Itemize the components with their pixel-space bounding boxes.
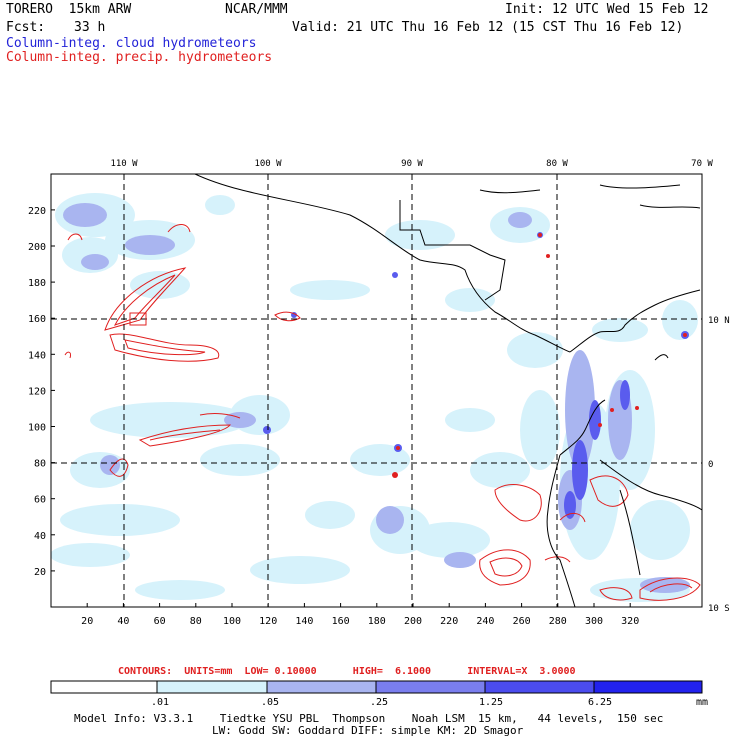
model-info-line1: Model Info: V3.3.1 Tiedtke YSU PBL Thomp… — [74, 712, 664, 725]
color-bar-level-label: 1.25 — [479, 697, 504, 708]
y-grid-label: 220 — [28, 206, 46, 217]
cloud-fill-dark — [263, 232, 689, 519]
x-grid-label: 100 — [223, 616, 241, 627]
forecast-hour: 33 h — [74, 20, 106, 35]
color-bar-segment — [156, 680, 268, 694]
x-grid-label: 120 — [259, 616, 277, 627]
location-marker — [129, 312, 147, 326]
y-grid-labels: 220 200 180 160 140 120 100 80 60 40 20 — [28, 206, 46, 578]
y-grid-label: 140 — [28, 350, 46, 361]
y-grid-label: 80 — [34, 459, 46, 470]
precip-contours — [64, 224, 701, 601]
lat-label: 10 S — [708, 604, 730, 614]
lon-label: 110 W — [110, 159, 138, 169]
org-label: NCAR/MMM — [225, 2, 288, 17]
x-grid-label: 280 — [549, 616, 567, 627]
lat-label: 0 — [708, 460, 713, 470]
init-time: Init: 12 UTC Wed 15 Feb 12 — [505, 2, 709, 17]
color-bar-units: mm — [696, 697, 709, 708]
x-grid-label: 40 — [117, 616, 129, 627]
color-bar-level-label: .25 — [370, 697, 389, 708]
latlon-grid — [51, 174, 702, 607]
y-grid-label: 40 — [34, 531, 46, 542]
lon-label: 100 W — [254, 159, 282, 169]
x-grid-label: 260 — [513, 616, 531, 627]
color-bar-level-label: 6.25 — [588, 697, 613, 708]
color-bar-level-label: .01 — [151, 697, 170, 708]
color-bar-segment — [266, 680, 377, 694]
color-bar-segment — [375, 680, 486, 694]
color-bar-segment — [50, 680, 158, 694]
model-info-line2: LW: Godd SW: Goddard DIFF: simple KM: 2D… — [212, 724, 524, 737]
x-grid-label: 140 — [295, 616, 313, 627]
color-bar — [50, 680, 703, 694]
y-grid-label: 200 — [28, 242, 46, 253]
x-grid-label: 60 — [154, 616, 166, 627]
x-grid-label: 160 — [332, 616, 350, 627]
x-grid-label: 240 — [476, 616, 494, 627]
coastlines — [194, 174, 702, 607]
y-grid-label: 160 — [28, 314, 46, 325]
x-grid-label: 220 — [440, 616, 458, 627]
field-cloud-label: Column-integ. cloud hydrometeors — [6, 36, 257, 51]
axis-ticks — [51, 209, 631, 607]
y-grid-label: 180 — [28, 278, 46, 289]
lat-labels: 10 N 0 10 S — [708, 316, 730, 614]
lon-label: 90 W — [401, 159, 423, 169]
x-grid-labels: 20 40 60 80 100 120 140 160 180 200 220 240 260 280 30… — [81, 616, 639, 627]
forecast-label: Fcst: — [6, 20, 46, 35]
field-precip-label: Column-integ. precip. hydrometeors — [6, 50, 273, 65]
model-title: TORERO 15km ARW — [6, 2, 132, 17]
x-grid-label: 20 — [81, 616, 93, 627]
x-grid-label: 320 — [621, 616, 639, 627]
color-bar-segment — [593, 680, 703, 694]
lon-label: 80 W — [546, 159, 568, 169]
color-bar-level-label: .05 — [261, 697, 280, 708]
lon-label: 70 W — [691, 159, 713, 169]
y-grid-label: 120 — [28, 386, 46, 397]
y-grid-label: 20 — [34, 567, 46, 578]
y-grid-label: 60 — [34, 495, 46, 506]
color-bar-segment — [484, 680, 595, 694]
precip-cores — [392, 233, 687, 478]
x-grid-label: 180 — [368, 616, 386, 627]
y-grid-label: 100 — [28, 423, 46, 434]
lon-labels: 110 W 100 W 90 W 80 W 70 W — [110, 159, 713, 169]
valid-time: Valid: 21 UTC Thu 16 Feb 12 (15 CST Thu … — [292, 20, 684, 35]
x-grid-label: 80 — [190, 616, 202, 627]
x-grid-label: 300 — [585, 616, 603, 627]
x-grid-label: 200 — [404, 616, 422, 627]
contours-info: CONTOURS: UNITS=mm LOW= 0.10000 HIGH= 6.… — [118, 666, 576, 677]
lat-label: 10 N — [708, 316, 730, 326]
